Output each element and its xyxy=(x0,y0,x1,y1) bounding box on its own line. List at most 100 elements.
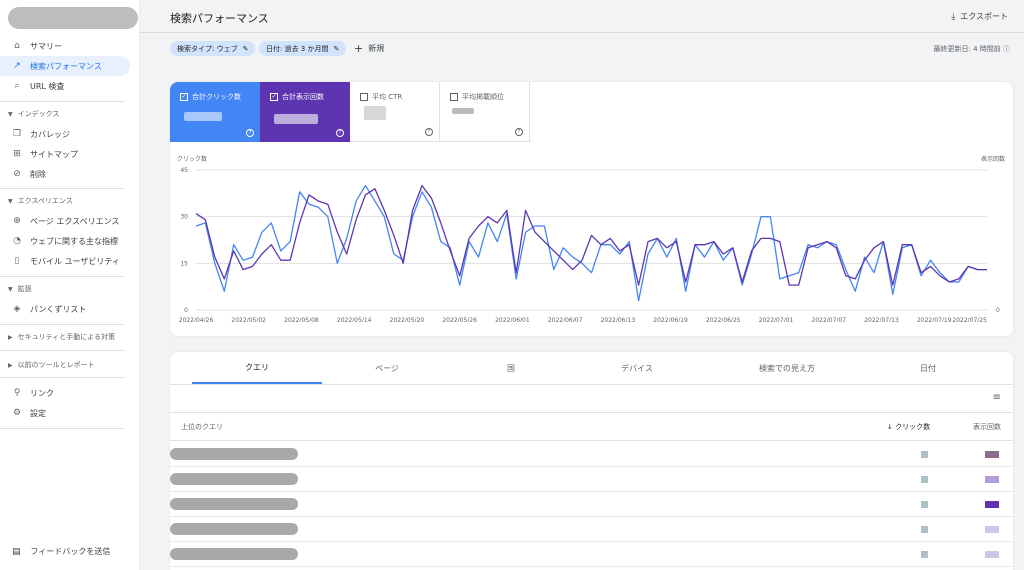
divider xyxy=(0,324,125,325)
help-icon[interactable]: ? xyxy=(425,128,433,136)
column-header-query[interactable]: 上位のクエリ xyxy=(181,423,223,431)
caret-down-icon: ▼ xyxy=(8,197,13,205)
table-row[interactable] xyxy=(170,517,1013,542)
caret-down-icon: ▼ xyxy=(8,110,13,118)
checkbox-unchecked-icon[interactable] xyxy=(450,93,458,101)
redacted-impressions xyxy=(985,476,999,483)
metric-clicks-toggle[interactable]: ✓ 合計クリック数 ? xyxy=(170,82,260,142)
caret-right-icon: ▶ xyxy=(8,361,13,369)
table-row[interactable] xyxy=(170,492,1013,517)
trending-up-icon: ↗ xyxy=(13,61,21,71)
sidebar-section-experience[interactable]: ▼ エクスペリエンス xyxy=(0,193,130,209)
page-header: 検索パフォーマンス ⤓ エクスポート xyxy=(140,0,1024,33)
sidebar-item-core-web-vitals[interactable]: ◔ ウェブに関する主な指標 xyxy=(0,231,130,251)
tab-query[interactable]: クエリ xyxy=(192,352,322,384)
sidebar-item-mobile-usability[interactable]: ▯ モバイル ユーザビリティ xyxy=(0,251,130,271)
sidebar-item-summary[interactable]: ⌂ サマリー xyxy=(0,36,130,56)
series-line-impressions[interactable] xyxy=(195,184,987,286)
metric-position-toggle[interactable]: 平均掲載順位 ? xyxy=(440,82,530,142)
feedback-button[interactable]: ▤ フィードバックを送信 xyxy=(12,546,110,557)
left-axis-title: クリック数 xyxy=(177,156,208,163)
tab-date[interactable]: 日付 xyxy=(920,363,936,373)
plus-icon: + xyxy=(354,42,364,55)
sidebar-section-index[interactable]: ▼ インデックス xyxy=(0,106,130,122)
date-filter-chip[interactable]: 日付: 過去 3 か月間 ✎ xyxy=(259,41,347,56)
export-button[interactable]: ⤓ エクスポート xyxy=(951,11,1008,22)
help-icon[interactable]: ? xyxy=(336,129,344,137)
x-tick-label: 2022/05/14 xyxy=(337,317,372,322)
table-row[interactable] xyxy=(170,467,1013,492)
redacted-value xyxy=(184,112,222,121)
property-selector[interactable] xyxy=(8,7,138,29)
performance-line-chart[interactable]: 0 15 30 45 0 2022/04/26 2022/05/02 2022/05/08 20… xyxy=(170,162,1013,322)
speed-icon: ◔ xyxy=(13,236,21,246)
sidebar-item-breadcrumbs[interactable]: ◈ パンくずリスト xyxy=(0,299,130,319)
sidebar-item-label: 削除 xyxy=(30,169,46,179)
sidebar-item-sitemaps[interactable]: ⊞ サイトマップ xyxy=(0,144,130,164)
redacted-value xyxy=(274,114,318,124)
checkbox-checked-icon[interactable]: ✓ xyxy=(270,93,278,101)
metric-label: 合計表示回数 xyxy=(282,93,324,101)
x-tick-label: 2022/05/20 xyxy=(390,317,425,322)
tab-search-appearance[interactable]: 検索での見え方 xyxy=(759,363,815,373)
sidebar-section-security[interactable]: ▶ セキュリティと手動による対策 xyxy=(0,329,130,345)
series-line-clicks[interactable] xyxy=(195,184,987,302)
x-tick-label: 2022/04/26 xyxy=(179,317,214,322)
tab-page[interactable]: ページ xyxy=(375,363,399,373)
x-tick-label: 2022/07/25 xyxy=(952,317,987,322)
performance-chart-card: ✓ 合計クリック数 ? ✓ 合計表示回数 ? 平均 CTR ? 平均掲載順位 ? ク… xyxy=(170,82,1013,336)
sidebar-section-enhancements[interactable]: ▼ 拡張 xyxy=(0,281,130,297)
redacted-value xyxy=(452,108,474,114)
sidebar-item-performance[interactable]: ↗ 検索パフォーマンス xyxy=(0,56,130,76)
page-title: 検索パフォーマンス xyxy=(170,12,269,25)
pencil-icon: ✎ xyxy=(333,44,340,53)
right-y-tick-label: 0 xyxy=(996,307,1000,314)
table-row[interactable] xyxy=(170,542,1013,567)
tab-country[interactable]: 国 xyxy=(507,363,515,373)
export-label: エクスポート xyxy=(960,12,1008,21)
metric-ctr-toggle[interactable]: 平均 CTR ? xyxy=(350,82,440,142)
x-tick-label: 2022/07/19 xyxy=(917,317,952,322)
new-filter-button[interactable]: + 新規 xyxy=(354,42,384,55)
filter-list-icon[interactable]: ≡ xyxy=(992,392,1001,403)
sidebar-item-label: ページ エクスペリエンス xyxy=(30,216,120,226)
sidebar-item-url-inspection[interactable]: ⌕ URL 検査 xyxy=(0,76,130,96)
layers-icon: ◈ xyxy=(13,304,21,314)
sidebar-item-label: ウェブに関する主な指標 xyxy=(30,236,118,246)
x-tick-label: 2022/05/02 xyxy=(231,317,266,322)
redacted-impressions xyxy=(985,526,999,533)
sidebar-item-page-experience[interactable]: ⊕ ページ エクスペリエンス xyxy=(0,211,130,231)
y-tick-label: 15 xyxy=(180,260,188,267)
sidebar-item-links[interactable]: ⚲ リンク xyxy=(0,383,130,403)
file-copy-icon: ❐ xyxy=(12,129,22,139)
table-row[interactable] xyxy=(170,442,1013,467)
divider xyxy=(0,276,125,277)
help-icon[interactable]: ? xyxy=(246,129,254,137)
metric-impressions-toggle[interactable]: ✓ 合計表示回数 ? xyxy=(260,82,350,142)
sidebar-item-removals[interactable]: ⊘ 削除 xyxy=(0,164,130,184)
help-icon[interactable]: ⓘ xyxy=(1003,45,1010,53)
checkbox-checked-icon[interactable]: ✓ xyxy=(180,93,188,101)
new-label: 新規 xyxy=(368,44,385,53)
sidebar-item-label: サイトマップ xyxy=(30,149,78,159)
divider xyxy=(0,350,125,351)
sidebar-item-settings[interactable]: ⚙ 設定 xyxy=(0,403,130,423)
feedback-icon: ▤ xyxy=(12,546,21,557)
checkbox-unchecked-icon[interactable] xyxy=(360,93,368,101)
column-header-clicks-label: クリック数 xyxy=(895,423,931,431)
column-header-impressions[interactable]: 表示回数 xyxy=(973,423,1001,431)
section-label: インデックス xyxy=(17,110,60,118)
redacted-query xyxy=(170,498,298,510)
home-icon: ⌂ xyxy=(14,41,20,51)
y-tick-label: 30 xyxy=(180,214,188,221)
section-label: 以前のツールとレポート xyxy=(17,361,95,369)
sidebar-section-legacy[interactable]: ▶ 以前のツールとレポート xyxy=(0,357,130,373)
search-type-filter-chip[interactable]: 検索タイプ: ウェブ ✎ xyxy=(170,41,256,56)
tab-device[interactable]: デバイス xyxy=(621,363,653,373)
help-icon[interactable]: ? xyxy=(515,128,523,136)
x-tick-label: 2022/06/25 xyxy=(706,317,741,322)
redacted-impressions xyxy=(985,551,999,558)
sidebar-item-coverage[interactable]: ❐ カバレッジ xyxy=(0,124,130,144)
caret-down-icon: ▼ xyxy=(8,285,13,293)
column-header-clicks[interactable]: ↓ クリック数 xyxy=(887,422,930,432)
